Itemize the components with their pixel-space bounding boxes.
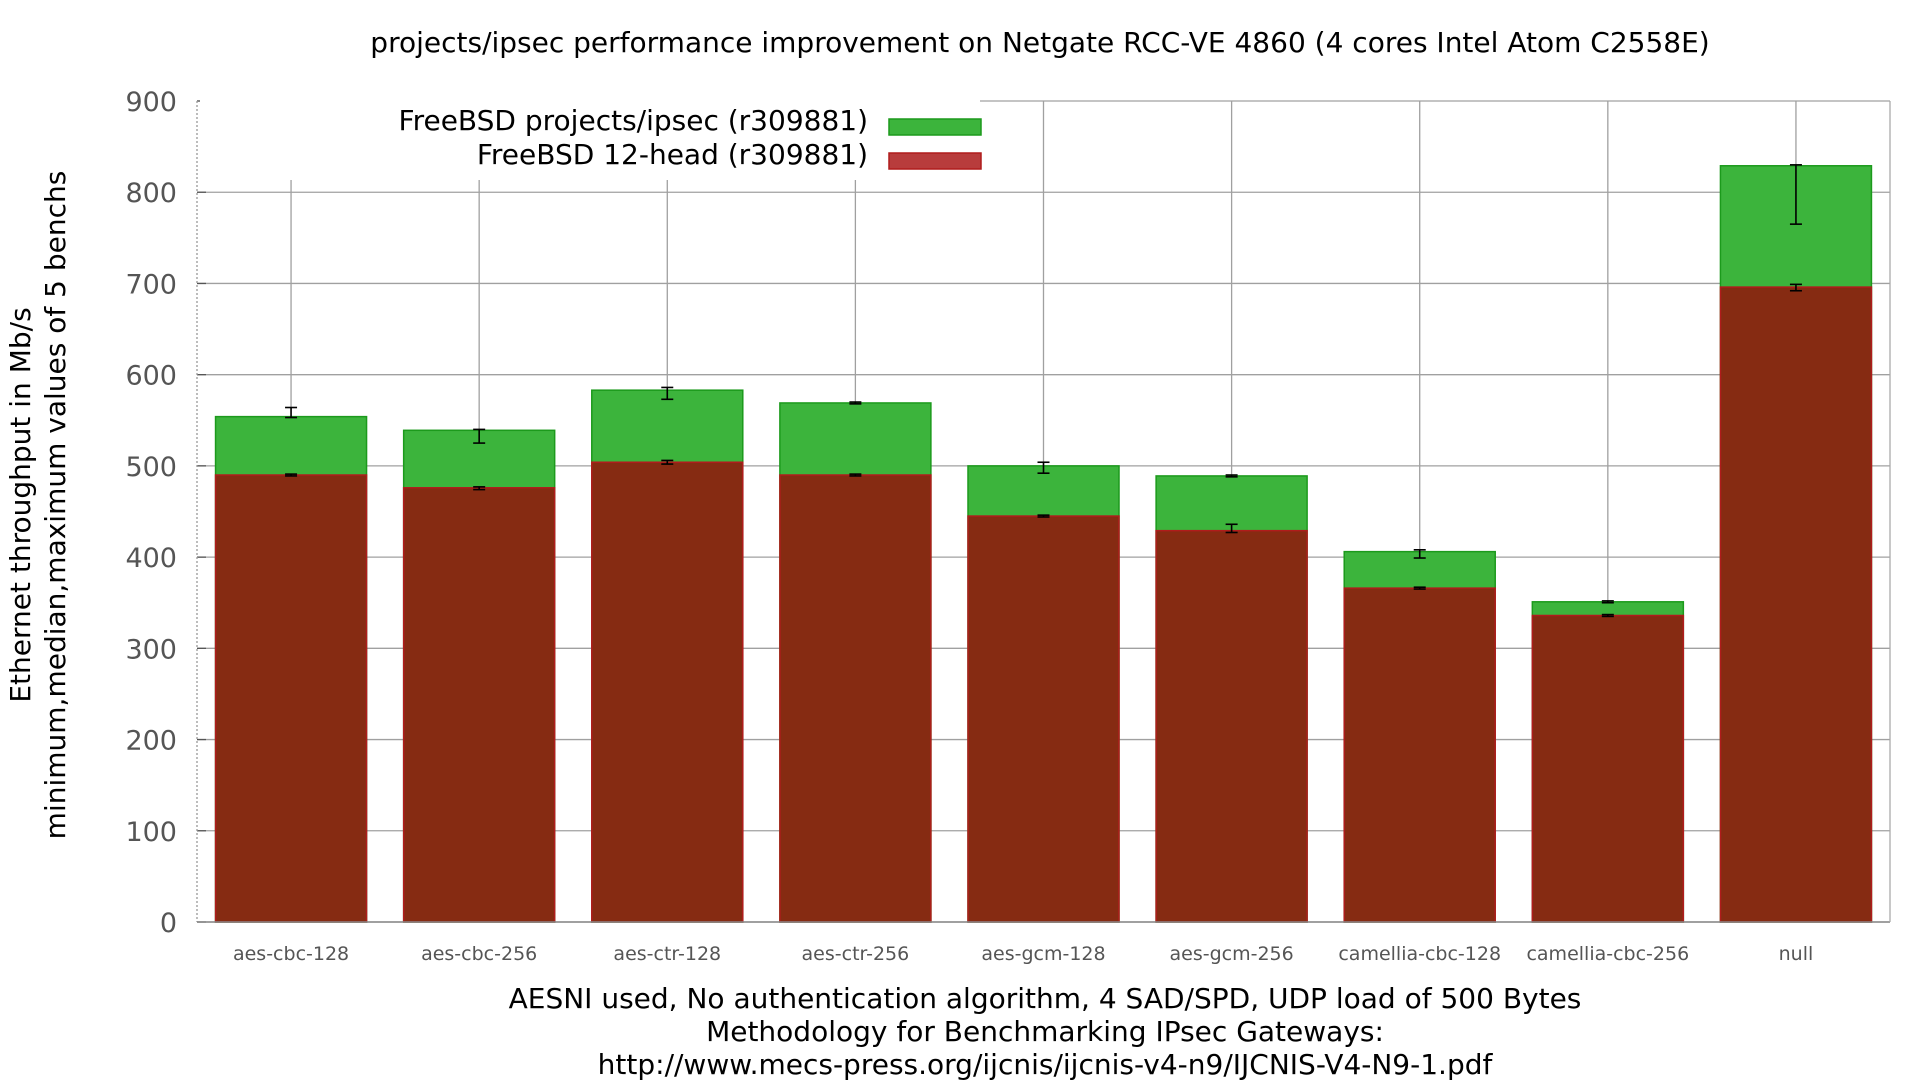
bars [214,165,1873,923]
x-tick-label-aes-ctr-256: aes-ctr-256 [802,943,910,965]
bar-12-head-aes-cbc-256 [402,487,556,923]
chart-title: projects/ipsec performance improvement o… [370,26,1709,59]
y-tick-label: 700 [125,269,177,300]
bar-12-head-camellia-cbc-256 [1531,614,1685,923]
legend-swatch-12-head [888,152,982,170]
y-axis-label-line-1: Ethernet throughput in Mb/s [4,307,37,702]
legend-label-projects-ipsec: FreeBSD projects/ipsec (r309881) [399,104,868,137]
x-tick-label-camellia-cbc-128: camellia-cbc-128 [1338,943,1501,965]
y-tick-label: 0 [160,908,177,939]
bar-12-head-aes-gcm-256 [1155,529,1308,923]
bar-12-head-aes-cbc-128 [214,474,368,923]
y-tick-label: 100 [125,817,177,848]
x-axis-label: AESNI used, No authentication algorithm,… [509,982,1582,1080]
bar-12-head-null [1719,286,1873,923]
x-tick-label-aes-gcm-256: aes-gcm-256 [1169,943,1293,965]
x-axis-label-line-3: http://www.mecs-press.org/ijcnis/ijcnis-… [598,1048,1494,1080]
bar-12-head-aes-ctr-256 [779,474,932,923]
legend-background [200,100,980,180]
bar-12-head-camellia-cbc-128 [1343,587,1496,923]
legend-swatch-projects-ipsec [888,118,982,136]
y-tick-label: 200 [125,726,177,757]
y-axis-label-line-2: minimum,median,maximum values of 5 bench… [39,171,72,840]
y-tick-label: 500 [125,452,177,483]
bar-12-head-aes-gcm-128 [967,515,1120,923]
y-tick-label: 800 [125,178,177,209]
x-tick-label-camellia-cbc-256: camellia-cbc-256 [1526,943,1689,965]
x-axis-label-line-2: Methodology for Benchmarking IPsec Gatew… [706,1015,1384,1048]
axes: 0 100 200 300 400 500 600 700 800 900 aes-cbc-128 a… [125,87,1891,965]
x-tick-label-aes-cbc-128: aes-cbc-128 [233,943,349,965]
error-bars [285,164,1802,618]
y-axis-label: Ethernet throughput in Mb/s minimum,medi… [4,171,72,840]
y-tick-label: 300 [125,634,177,665]
x-tick-label-aes-cbc-256: aes-cbc-256 [421,943,537,965]
y-tick-label: 900 [125,87,177,118]
x-tick-label-aes-ctr-128: aes-ctr-128 [613,943,721,965]
legend-label-12-head: FreeBSD 12-head (r309881) [477,138,868,171]
x-tick-label-null: null [1779,943,1814,965]
legend: FreeBSD projects/ipsec (r309881) FreeBSD… [200,100,982,180]
bar-12-head-aes-ctr-128 [591,461,744,923]
x-tick-label-aes-gcm-128: aes-gcm-128 [981,943,1105,965]
y-tick-label: 600 [125,361,177,392]
y-tick-label: 400 [125,543,177,574]
x-axis-label-line-1: AESNI used, No authentication algorithm,… [509,982,1582,1015]
